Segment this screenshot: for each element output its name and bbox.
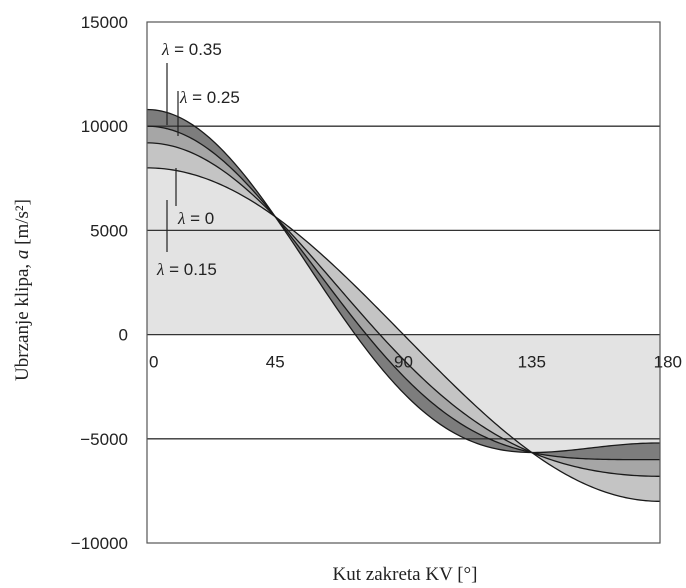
x-tick-label: 45 bbox=[266, 353, 285, 372]
grid-layer bbox=[147, 125, 660, 440]
x-axis-title: Kut zakreta KV [°] bbox=[333, 564, 478, 585]
y-tick-label: −10000 bbox=[71, 534, 128, 553]
band-layer bbox=[147, 109, 660, 502]
annotations: λ = 0.35 λ = 0.25 λ = 0 λ = 0.15 bbox=[156, 40, 240, 279]
x-tick-label: 135 bbox=[518, 353, 546, 372]
annotation-label: λ = 0.15 bbox=[156, 260, 217, 279]
band-2 bbox=[147, 109, 660, 460]
annotation-label: λ = 0 bbox=[177, 209, 214, 228]
x-tick-labels: 0 45 90 135 180 bbox=[149, 353, 682, 372]
series-line-2 bbox=[146, 125, 660, 461]
y-tick-label: 15000 bbox=[81, 13, 128, 32]
x-tick-label: 0 bbox=[149, 353, 158, 372]
y-tick-label: 0 bbox=[119, 326, 128, 345]
annotation-label: λ = 0.25 bbox=[179, 88, 240, 107]
y-tick-label: 5000 bbox=[90, 221, 128, 240]
series-line-0 bbox=[146, 167, 661, 502]
series-layer bbox=[146, 108, 661, 502]
annotation-label: λ = 0.35 bbox=[161, 40, 222, 59]
y-tick-labels: −10000 −5000 0 5000 10000 15000 bbox=[71, 13, 128, 553]
y-tick-label: −5000 bbox=[80, 430, 128, 449]
series-line-1 bbox=[146, 142, 661, 477]
x-tick-label: 90 bbox=[394, 353, 413, 372]
x-tick-label: 180 bbox=[654, 353, 682, 372]
plot-frame bbox=[146, 21, 661, 544]
y-axis-title: Ubrzanje klipa, a [m/s²] bbox=[12, 199, 33, 381]
series-line-3 bbox=[146, 108, 661, 454]
y-tick-label: 10000 bbox=[81, 117, 128, 136]
